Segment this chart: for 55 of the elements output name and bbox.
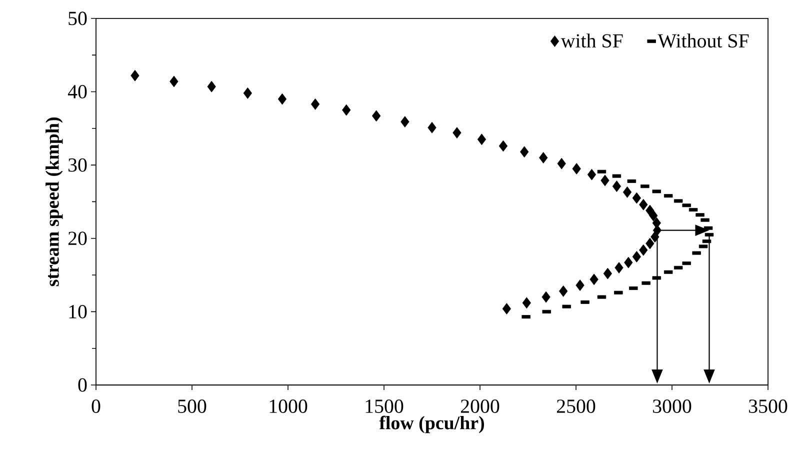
point	[207, 80, 216, 92]
point	[576, 280, 584, 291]
point	[603, 268, 612, 280]
x-tick-label: 500	[178, 400, 206, 413]
y-tick-label: 30	[68, 158, 87, 172]
point	[498, 140, 508, 152]
point	[372, 110, 381, 122]
point	[590, 274, 598, 286]
point	[428, 122, 436, 134]
point	[572, 163, 581, 174]
point	[243, 87, 252, 99]
point	[614, 262, 624, 274]
legend-label: Without SF	[658, 34, 749, 48]
point	[639, 198, 648, 210]
legend-label: with SF	[560, 34, 623, 48]
point	[170, 76, 178, 88]
x-tick-label: 3500	[749, 400, 788, 413]
x-tick-label: 1000	[270, 400, 308, 413]
point	[502, 303, 512, 314]
point	[632, 250, 641, 262]
point	[650, 231, 660, 243]
point	[624, 256, 633, 268]
point	[130, 70, 140, 82]
point	[622, 186, 632, 198]
x-tick-label: 2000	[460, 400, 500, 413]
point	[477, 134, 486, 146]
x-tick-label: 3000	[653, 400, 692, 413]
point	[342, 104, 351, 116]
point	[557, 158, 566, 170]
point	[278, 93, 287, 105]
y-tick-label: 20	[68, 232, 87, 246]
point	[639, 244, 648, 256]
x-axis-title: flow (pcu/hr)	[379, 416, 484, 434]
y-tick-label: 40	[68, 84, 87, 98]
point	[539, 152, 548, 164]
point	[400, 116, 410, 128]
x-tick-label: 1500	[366, 400, 404, 413]
y-tick-label: 10	[69, 304, 87, 318]
x-tick-label: 2500	[556, 400, 596, 413]
point	[559, 285, 568, 297]
point	[587, 168, 596, 180]
point	[649, 210, 658, 222]
y-axis-title: stream speed (kmph)	[46, 118, 63, 286]
point	[632, 192, 641, 204]
point	[612, 180, 622, 192]
point	[520, 146, 529, 158]
point	[452, 127, 462, 138]
point	[522, 297, 531, 309]
x-tick-label: 0	[92, 400, 100, 413]
point	[310, 98, 320, 110]
point	[542, 291, 550, 303]
y-tick-label: 50	[68, 12, 87, 26]
point	[646, 238, 654, 250]
point	[600, 174, 610, 186]
y-tick-label: 0	[78, 378, 87, 392]
